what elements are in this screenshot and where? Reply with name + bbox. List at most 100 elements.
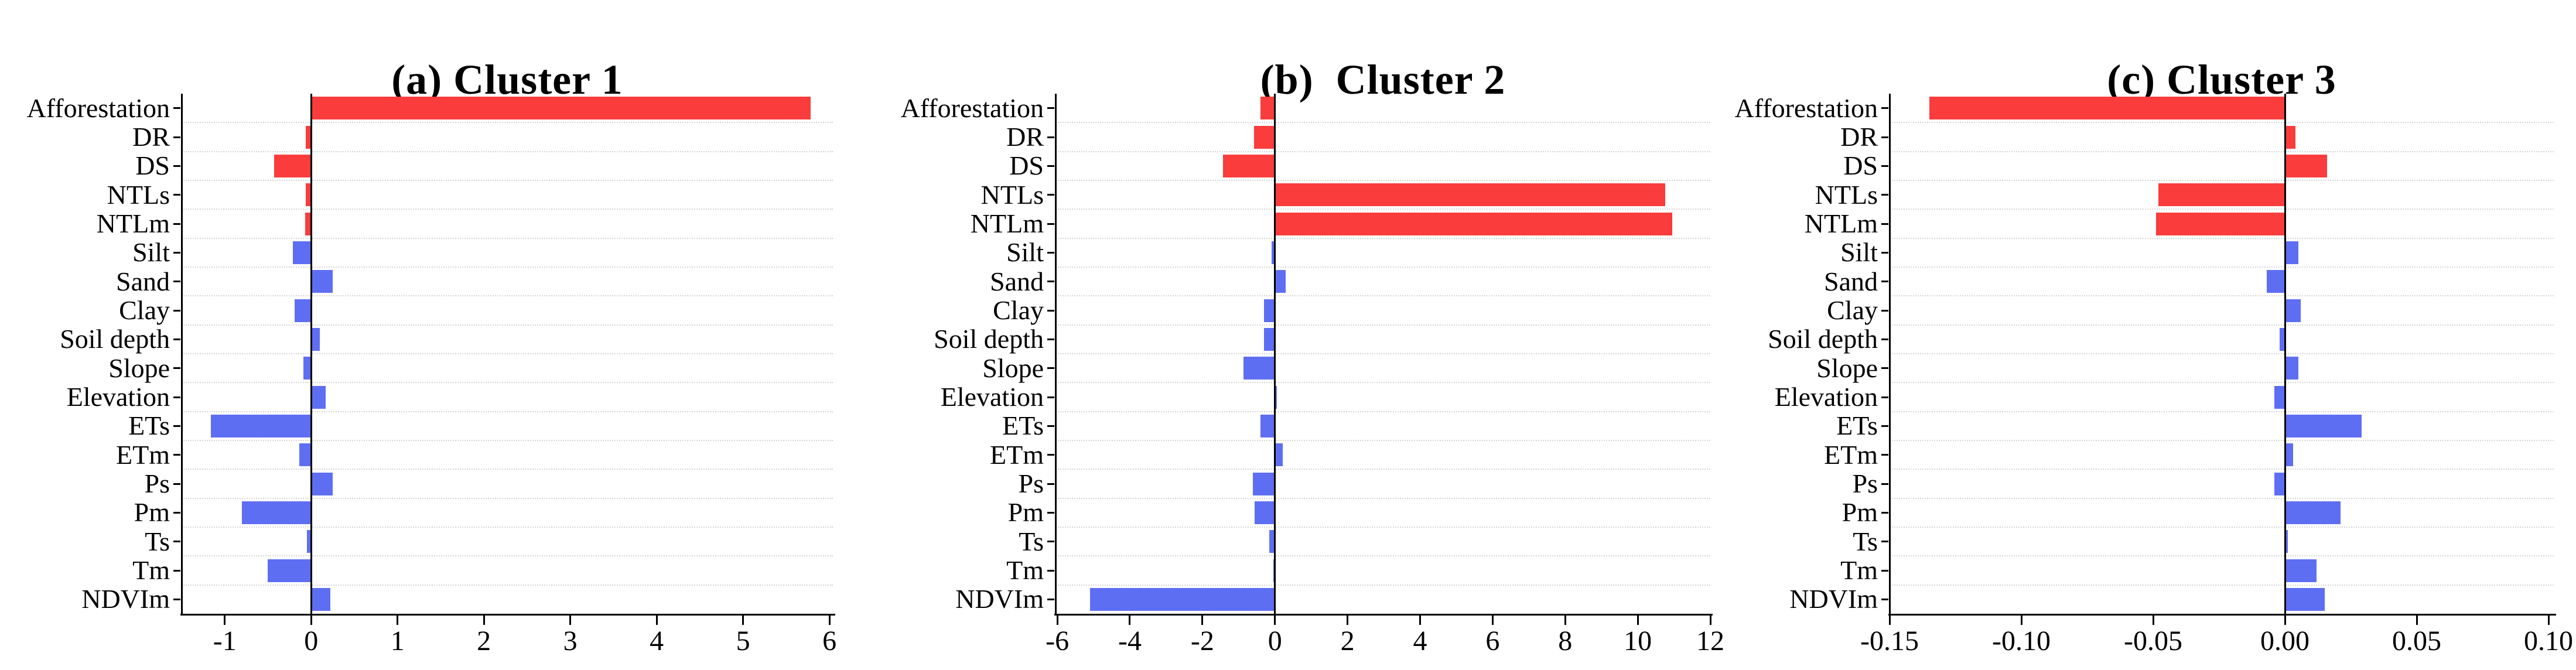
- x-tick-mark: [2547, 616, 2550, 625]
- bar-a-DS: [274, 154, 312, 177]
- x-tick-mark: [310, 616, 312, 625]
- gridline: [182, 382, 833, 384]
- category-label-Clay: Clay: [119, 295, 170, 325]
- bar-b-Sand: [1275, 270, 1286, 293]
- x-tick-label: 10: [1624, 625, 1652, 657]
- category-label-NDVIm: NDVIm: [955, 584, 1044, 614]
- bar-c-NTLs: [2158, 183, 2285, 207]
- y-tick-mark: [173, 338, 180, 340]
- gridline: [1890, 295, 2554, 297]
- x-tick-mark: [1419, 616, 1421, 625]
- category-label-NTLs: NTLs: [1815, 179, 1878, 210]
- y-tick-mark: [1881, 367, 1888, 370]
- y-tick-mark: [173, 281, 180, 283]
- bar-b-Soil-depth: [1263, 327, 1275, 351]
- x-axis-line: [180, 614, 835, 616]
- category-label-Pm: Pm: [1842, 497, 1878, 528]
- gridline: [1055, 555, 1710, 557]
- bar-b-Slope: [1243, 357, 1275, 380]
- bar-a-Tm: [268, 559, 312, 582]
- bar-b-NTLs: [1275, 183, 1665, 207]
- gridline: [1055, 324, 1710, 326]
- gridline: [182, 497, 833, 499]
- gridline: [1890, 469, 2554, 470]
- category-label-NTLs: NTLs: [980, 179, 1044, 210]
- y-axis-line: [1054, 94, 1057, 614]
- y-tick-mark: [173, 396, 180, 398]
- x-tick-mark: [742, 616, 744, 625]
- x-tick-label: -0.10: [1992, 625, 2051, 657]
- gridline: [1055, 527, 1710, 528]
- y-tick-mark: [1881, 396, 1888, 398]
- category-label-Ts: Ts: [1019, 526, 1044, 556]
- y-tick-mark: [1881, 569, 1888, 572]
- gridline: [182, 122, 833, 124]
- category-label-ETs: ETs: [1836, 411, 1878, 441]
- category-label-Elevation: Elevation: [1774, 382, 1878, 412]
- category-label-DR: DR: [1840, 122, 1878, 152]
- gridline: [1890, 353, 2554, 354]
- category-label-Soil-depth: Soil depth: [934, 324, 1044, 354]
- gridline: [182, 324, 833, 326]
- bar-c-NDVIm: [2285, 587, 2325, 611]
- gridline: [1055, 237, 1710, 239]
- gridline: [182, 180, 833, 181]
- category-label-Ps: Ps: [1852, 469, 1878, 498]
- bar-c-DS: [2285, 154, 2327, 177]
- y-tick-mark: [173, 194, 180, 196]
- x-tick-mark: [397, 616, 399, 625]
- gridline: [1890, 527, 2554, 528]
- category-label-Silt: Silt: [1006, 237, 1044, 268]
- y-tick-mark: [1047, 483, 1054, 485]
- gridline: [1890, 497, 2554, 499]
- gridline: [182, 440, 833, 441]
- bar-b-NTLm: [1275, 212, 1672, 235]
- gridline: [1890, 440, 2554, 441]
- x-tick-label: 4: [650, 625, 664, 657]
- category-label-NTLm: NTLm: [96, 208, 170, 238]
- bar-b-Elevation: [1275, 385, 1277, 409]
- gridline: [1890, 122, 2554, 124]
- gridline: [182, 469, 833, 470]
- category-label-NDVIm: NDVIm: [81, 584, 170, 614]
- category-label-ETs: ETs: [128, 411, 170, 441]
- y-tick-mark: [173, 251, 180, 254]
- x-tick-label: 1: [390, 625, 405, 657]
- y-axis-line: [180, 94, 183, 614]
- category-label-NDVIm: NDVIm: [1789, 584, 1878, 614]
- bar-c-Pm: [2285, 501, 2341, 524]
- y-tick-mark: [1881, 309, 1888, 312]
- gridline: [1055, 469, 1710, 470]
- y-tick-mark: [1881, 598, 1888, 600]
- bar-c-Soil-depth: [2280, 327, 2285, 351]
- bar-a-Silt: [293, 241, 312, 264]
- bar-c-Ps: [2274, 472, 2285, 495]
- x-tick-mark: [1129, 616, 1131, 625]
- bar-a-Soil-depth: [311, 327, 320, 351]
- y-tick-mark: [1047, 598, 1054, 600]
- x-tick-mark: [1709, 616, 1711, 625]
- gridline: [1890, 266, 2554, 268]
- gridline: [1890, 237, 2554, 239]
- category-label-ETm: ETm: [990, 439, 1044, 470]
- category-label-Tm: Tm: [1006, 555, 1044, 585]
- y-tick-mark: [173, 454, 180, 456]
- x-tick-mark: [828, 616, 831, 625]
- y-tick-mark: [1047, 454, 1054, 456]
- x-tick-label: 6: [1485, 625, 1500, 657]
- bar-b-ETm: [1275, 443, 1283, 467]
- y-tick-mark: [1881, 281, 1888, 283]
- bar-b-Tm: [1273, 559, 1275, 582]
- zero-line: [2284, 94, 2286, 614]
- bar-c-Slope: [2285, 357, 2298, 380]
- bar-a-Sand: [311, 270, 333, 293]
- x-axis-line: [1054, 614, 1713, 616]
- x-tick-mark: [1637, 616, 1639, 625]
- gridline: [182, 584, 833, 586]
- y-tick-mark: [173, 309, 180, 312]
- x-tick-label: -2: [1190, 625, 1214, 657]
- bar-b-Silt: [1271, 241, 1275, 264]
- gridline: [182, 555, 833, 557]
- bar-b-Ts: [1269, 530, 1275, 553]
- gridline: [1055, 151, 1710, 152]
